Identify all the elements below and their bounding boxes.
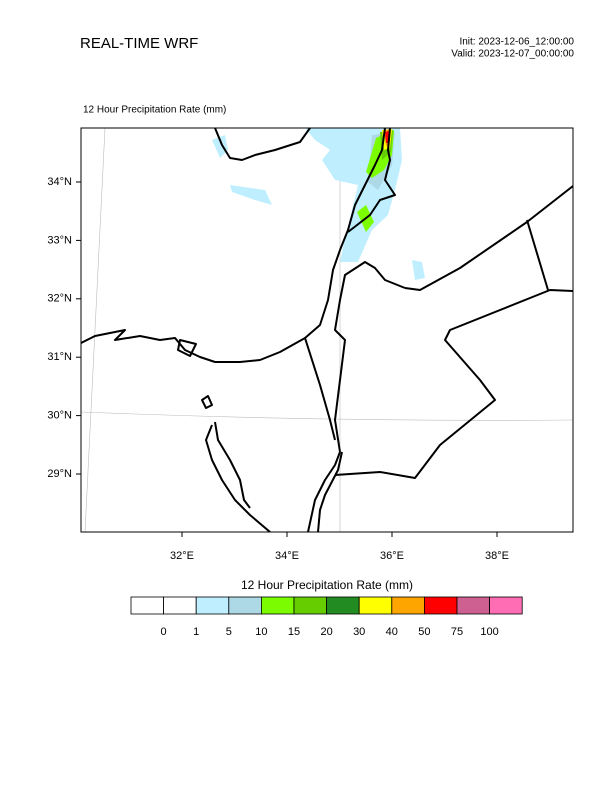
- colorbar-label: 30: [353, 626, 365, 638]
- map-label: 12 Hour Precipitation Rate (mm): [83, 105, 226, 116]
- colorbar-box: [456, 596, 490, 615]
- colorbar-label: 40: [386, 626, 398, 638]
- colorbar-box: [489, 596, 523, 615]
- coastline: [205, 421, 271, 532]
- boundaries: [81, 128, 573, 532]
- map-ticks: 34°N 33°N 32°N 31°N 30°N 29°N 32°E 34°E 36°E 38°E: [47, 176, 509, 562]
- lon-label: 38°E: [485, 550, 509, 562]
- grid-line: [81, 411, 573, 421]
- init-time: Init: 2023-12-06_12:00:00: [459, 37, 574, 48]
- colorbar-label: 1: [193, 626, 199, 638]
- colorbar-box: [326, 596, 360, 615]
- colorbar-label: 50: [418, 626, 430, 638]
- map-frame: [80, 127, 574, 533]
- lat-label: 33°N: [47, 234, 72, 246]
- colorbar-box: [391, 596, 425, 615]
- coastline: [81, 128, 386, 363]
- colorbar-title: 12 Hour Precipitation Rate (mm): [241, 578, 413, 592]
- lat-label: 34°N: [47, 176, 72, 188]
- colorbar-label: 75: [451, 626, 463, 638]
- lon-label: 34°E: [275, 550, 299, 562]
- border: [526, 219, 549, 291]
- precipitation: [212, 128, 425, 280]
- lat-label: 30°N: [47, 410, 72, 422]
- border: [404, 185, 573, 291]
- colorbar-label: 15: [288, 626, 300, 638]
- colorbar-box: [358, 596, 393, 615]
- colorbar-label: 100: [480, 626, 498, 638]
- lat-label: 31°N: [47, 351, 72, 363]
- colorbar-label: 10: [255, 626, 267, 638]
- valid-time: Valid: 2023-12-07_00:00:00: [451, 49, 574, 60]
- border: [334, 289, 573, 479]
- coastline: [177, 339, 197, 357]
- colorbar-box: [260, 596, 295, 615]
- colorbar-box: [228, 596, 262, 615]
- colorbar-label: 0: [161, 626, 167, 638]
- colorbar: 0 1 5 10 15 20 30 40 50 75 100: [130, 596, 523, 638]
- border: [347, 128, 396, 233]
- colorbar-box: [293, 596, 327, 615]
- colorbar-box: [423, 596, 458, 615]
- colorbar-box: [163, 596, 197, 615]
- title: REAL-TIME WRF: [80, 35, 198, 52]
- colorbar-box: [195, 596, 230, 615]
- colorbar-label: 5: [226, 626, 232, 638]
- border: [334, 261, 406, 453]
- colorbar-label: 20: [320, 626, 332, 638]
- coastline: [307, 451, 343, 532]
- coastline: [214, 128, 311, 161]
- lat-label: 29°N: [47, 468, 72, 480]
- lon-label: 32°E: [170, 550, 194, 562]
- border: [304, 337, 336, 441]
- colorbar-box: [130, 596, 164, 615]
- coastline: [201, 395, 213, 409]
- grid-line: [84, 128, 106, 532]
- lat-label: 32°N: [47, 293, 72, 305]
- lon-label: 36°E: [380, 550, 404, 562]
- map-area: [81, 128, 573, 532]
